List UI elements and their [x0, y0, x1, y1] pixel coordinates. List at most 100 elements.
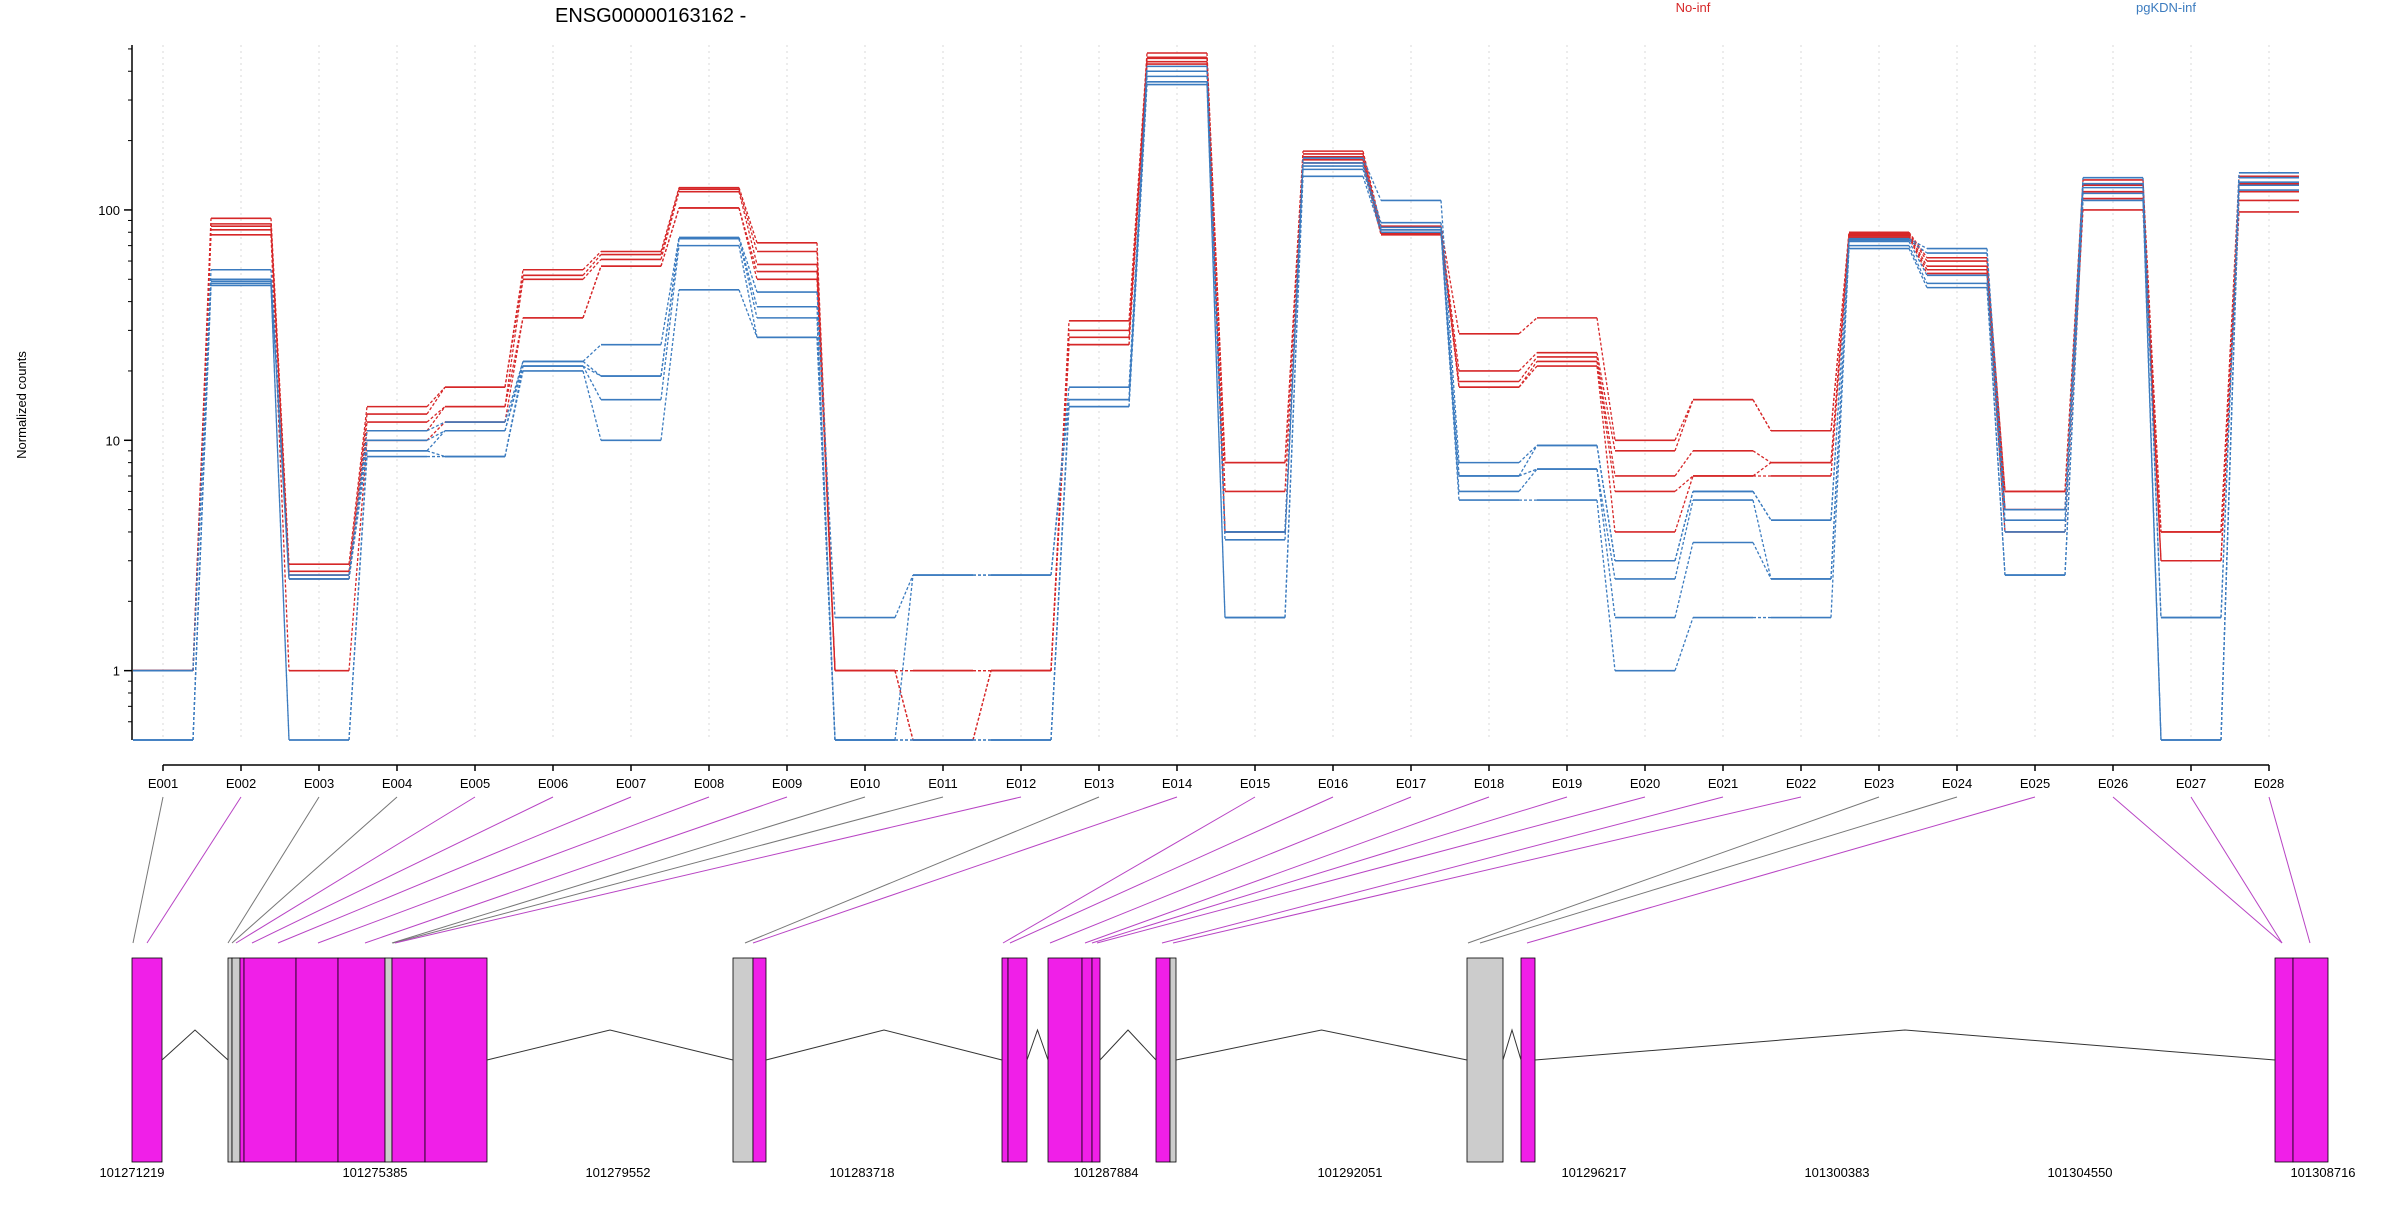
- series-connector: [1362, 169, 1382, 230]
- nonexpressed-exon-box: [231, 957, 241, 1163]
- x-tick-label: E002: [226, 776, 256, 791]
- y-tick-label: 100: [98, 203, 120, 218]
- x-tick-label: E015: [1240, 776, 1270, 791]
- x-tick-label: E024: [1942, 776, 1972, 791]
- series-connector: [582, 258, 602, 280]
- series-connector: [1440, 226, 1460, 334]
- series-connector: [1284, 166, 1304, 540]
- series-connector: [426, 430, 446, 452]
- series-connector: [1830, 245, 1850, 580]
- series-connector: [2220, 177, 2240, 618]
- series-connector: [504, 370, 524, 457]
- x-tick-label: E028: [2254, 776, 2284, 791]
- series-connector: [1206, 81, 1226, 618]
- genomic-coordinate-label: 101275385: [342, 1165, 407, 1180]
- series-connector: [1518, 352, 1538, 372]
- series-connector: [1596, 468, 1616, 618]
- series-connector: [1050, 387, 1070, 576]
- series-connector: [1674, 499, 1694, 580]
- series-connector: [660, 187, 680, 252]
- series-connector: [582, 365, 602, 401]
- series-connector: [1752, 491, 1772, 521]
- x-tick-label: E008: [694, 776, 724, 791]
- series-connector: [1908, 234, 1928, 267]
- exon-box: [2274, 957, 2294, 1163]
- genomic-coordinate-label: 101292051: [1317, 1165, 1382, 1180]
- x-tick-label: E006: [538, 776, 568, 791]
- series-connector: [1908, 237, 1928, 274]
- x-tick-label: E004: [382, 776, 412, 791]
- exon-box: [337, 957, 386, 1163]
- series-connector: [1908, 239, 1928, 254]
- series-line: [133, 80, 2299, 741]
- series-connector: [426, 450, 446, 458]
- legend-label-pgkdn-inf: pgKDN-inf: [2136, 0, 2196, 15]
- series-connector: [1674, 491, 1694, 561]
- series-connector: [816, 337, 836, 741]
- series-connector: [504, 317, 524, 423]
- series-connector: [582, 365, 602, 377]
- x-tick-label: E014: [1162, 776, 1192, 791]
- genomic-coordinate-label: 101283718: [829, 1165, 894, 1180]
- series-connector: [1128, 63, 1148, 345]
- series-connector: [1596, 445, 1616, 561]
- series-line: [133, 83, 2299, 741]
- series-connector: [1362, 153, 1382, 230]
- exon-box: [131, 957, 163, 1163]
- series-connector: [1362, 162, 1382, 223]
- series-connector: [660, 207, 680, 267]
- series-connector: [1986, 287, 2006, 576]
- series-connector: [504, 279, 524, 407]
- exon-box: [1007, 957, 1028, 1163]
- series-line: [133, 75, 2299, 741]
- x-tick-label: E001: [148, 776, 178, 791]
- series-connector: [582, 265, 602, 319]
- series-connector: [426, 406, 446, 423]
- nonexpressed-exon-box: [1466, 957, 1504, 1163]
- series-connector: [1596, 468, 1616, 580]
- y-tick-label: 10: [106, 433, 120, 448]
- exon-connector-line: [1467, 796, 1880, 944]
- exon-connector-line: [364, 796, 788, 944]
- y-axis-label: Normalized counts: [14, 351, 29, 459]
- series-connector: [270, 283, 290, 741]
- series-connector: [660, 237, 680, 345]
- x-tick-label: E025: [2020, 776, 2050, 791]
- series-connector: [1596, 366, 1616, 533]
- nonexpressed-exon-box: [227, 957, 233, 1163]
- series-connector: [660, 189, 680, 255]
- exon-box: [2292, 957, 2329, 1163]
- intron-line: [1502, 1028, 1522, 1061]
- series-connector: [1986, 275, 2006, 533]
- series-connector: [1908, 238, 1928, 250]
- series-connector: [972, 670, 992, 741]
- series-connector: [660, 238, 680, 377]
- series-connector: [1284, 156, 1304, 492]
- series-connector: [582, 344, 602, 362]
- series-connector: [1752, 399, 1772, 432]
- exon-connector-line: [132, 796, 164, 944]
- series-connector: [1674, 475, 1694, 492]
- exon-box: [1001, 957, 1009, 1163]
- x-tick-label: E027: [2176, 776, 2206, 791]
- series-connector: [1518, 444, 1538, 464]
- series-connector: [894, 574, 914, 741]
- series-connector: [1362, 165, 1382, 228]
- series-connector: [1908, 231, 1928, 259]
- series-connector: [426, 386, 446, 415]
- series-connector: [348, 440, 368, 580]
- intron-line: [1534, 1029, 2276, 1061]
- series-connector: [1518, 468, 1538, 492]
- exon-box: [295, 957, 339, 1163]
- series-connector: [1050, 344, 1070, 671]
- series-connector: [1674, 450, 1694, 477]
- intron-line: [1026, 1028, 1049, 1061]
- exon-box: [1155, 957, 1171, 1163]
- nonexpressed-exon-box: [1169, 957, 1177, 1163]
- exon-connector-line: [2190, 796, 2283, 944]
- series-connector: [1908, 248, 1928, 288]
- series-connector: [582, 251, 602, 271]
- series-connector: [1986, 273, 2006, 533]
